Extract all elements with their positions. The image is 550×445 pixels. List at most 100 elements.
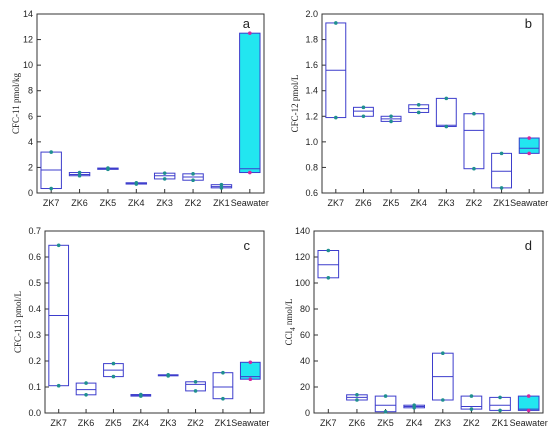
max-point-seawater bbox=[248, 360, 253, 365]
y-tick-label: 0.5 bbox=[28, 278, 41, 288]
panel-a: a 0 2 4 6 8 10 12 14 CFC-11 pmol/kg ZK7 ZK6 ZK5 ZK4 Z… bbox=[11, 9, 269, 208]
x-tick-label-zk5: ZK5 bbox=[383, 198, 400, 208]
max-point-zk4 bbox=[416, 102, 421, 107]
box-zk3 bbox=[435, 97, 457, 128]
y-tick-label: 140 bbox=[295, 226, 310, 236]
min-point-zk6 bbox=[355, 398, 359, 402]
y-tick-label: 0.8 bbox=[305, 162, 318, 172]
max-point-zk7 bbox=[334, 21, 338, 25]
x-tick-label-zk5: ZK5 bbox=[105, 418, 122, 428]
max-point-zk2 bbox=[469, 394, 474, 398]
min-point-zk5 bbox=[111, 374, 116, 379]
max-point-zk1 bbox=[221, 370, 225, 375]
y-tick-label: 1.4 bbox=[305, 86, 318, 96]
y-tick-label: 1.0 bbox=[305, 137, 318, 147]
min-point-zk3 bbox=[444, 124, 449, 129]
plot-frame bbox=[44, 230, 265, 414]
y-tick-label: 0.3 bbox=[28, 330, 41, 340]
max-point-zk3 bbox=[444, 96, 449, 101]
min-point-zk2 bbox=[472, 166, 476, 171]
y-axis-label: CFC-113 pmol/L bbox=[13, 291, 23, 353]
panel-label-c: c bbox=[244, 238, 251, 253]
y-tick-label: 0.2 bbox=[28, 356, 41, 366]
max-point-zk2 bbox=[193, 380, 198, 384]
x-tick-label-zk4: ZK4 bbox=[128, 198, 145, 208]
max-point-seawater bbox=[248, 31, 252, 35]
x-tick-label-zk7: ZK7 bbox=[50, 418, 67, 428]
panel-d: d 0 20 40 60 80 100 120 140 CCl4 nmol/L ZK7 ZK6 ZK5… bbox=[284, 226, 548, 428]
x-tick-label-zk1: ZK1 bbox=[493, 198, 510, 208]
min-point-zk2 bbox=[469, 407, 474, 411]
min-point-zk7 bbox=[326, 276, 331, 280]
y-axis-label: CCl4 nmol/L bbox=[284, 299, 297, 346]
y-tick-label: 1.8 bbox=[305, 35, 318, 45]
max-point-zk1 bbox=[498, 395, 502, 400]
y-tick-label: 8 bbox=[28, 86, 33, 96]
x-tick-label-zk5: ZK5 bbox=[100, 198, 117, 208]
plot-frame bbox=[36, 13, 265, 194]
max-point-seawater bbox=[527, 136, 531, 140]
x-tick-label-zk4: ZK4 bbox=[410, 198, 427, 208]
max-point-zk2 bbox=[472, 111, 476, 116]
x-tick-label-zk1: ZK1 bbox=[492, 418, 509, 428]
min-point-seawater bbox=[248, 377, 253, 382]
y-tick-label: 0 bbox=[305, 408, 310, 418]
min-point-zk6 bbox=[361, 114, 366, 119]
min-point-zk6 bbox=[84, 393, 88, 397]
max-point-zk5 bbox=[389, 114, 393, 119]
y-tick-label: 100 bbox=[295, 278, 310, 288]
y-tick-label: 0.7 bbox=[28, 226, 41, 236]
min-point-zk4 bbox=[416, 110, 421, 115]
max-point-zk2 bbox=[191, 172, 195, 176]
max-point-zk6 bbox=[355, 393, 359, 397]
y-tick-label: 1.2 bbox=[305, 111, 318, 121]
plot-frame bbox=[321, 13, 544, 194]
x-tick-label-zk6: ZK6 bbox=[349, 418, 366, 428]
min-point-seawater bbox=[248, 170, 252, 175]
y-tick-label: 0.6 bbox=[28, 252, 41, 262]
y-tick-label: 2.0 bbox=[305, 9, 318, 19]
y-tick-label: 6 bbox=[28, 111, 33, 121]
x-tick-label-zk3: ZK3 bbox=[156, 198, 173, 208]
x-tick-label-zk4: ZK4 bbox=[406, 418, 423, 428]
y-tick-label: 80 bbox=[300, 304, 310, 314]
min-point-zk1 bbox=[499, 186, 504, 190]
panel-b: b 0.6 0.8 1.0 1.2 1.4 1.6 1.8 2.0 CFC-12 pmol/L Z… bbox=[290, 9, 548, 208]
min-point-zk4 bbox=[412, 406, 416, 410]
x-tick-label-zk2: ZK2 bbox=[185, 198, 202, 208]
min-point-zk3 bbox=[441, 398, 445, 402]
min-point-zk2 bbox=[193, 389, 198, 393]
y-tick-label: 60 bbox=[300, 330, 310, 340]
y-tick-label: 0.0 bbox=[28, 408, 41, 418]
box-seawater bbox=[518, 137, 540, 154]
y-tick-label: 0.4 bbox=[28, 304, 41, 314]
max-point-zk7 bbox=[49, 150, 53, 154]
y-tick-label: 40 bbox=[300, 356, 310, 366]
x-tick-label-zk1: ZK1 bbox=[213, 198, 230, 208]
min-point-zk2 bbox=[191, 178, 195, 183]
max-point-zk4 bbox=[412, 403, 416, 408]
x-tick-label-zk3: ZK3 bbox=[438, 198, 455, 208]
min-point-zk5 bbox=[383, 409, 388, 414]
y-tick-label: 120 bbox=[295, 252, 310, 262]
y-tick-label: 0.6 bbox=[305, 188, 318, 198]
min-point-zk7 bbox=[49, 186, 53, 191]
box-zk7 bbox=[317, 250, 340, 279]
min-point-zk1 bbox=[221, 396, 225, 401]
min-point-seawater bbox=[527, 151, 531, 156]
x-tick-label-zk6: ZK6 bbox=[78, 418, 95, 428]
plot-frame bbox=[313, 230, 544, 414]
panel-label-d: d bbox=[525, 238, 532, 253]
min-point-zk7 bbox=[56, 383, 61, 388]
x-tick-label-zk4: ZK4 bbox=[133, 418, 150, 428]
x-tick-label-zk7: ZK7 bbox=[320, 418, 337, 428]
x-tick-label-seawater: Seawater bbox=[510, 418, 548, 428]
min-point-zk5 bbox=[389, 119, 393, 124]
x-tick-label-zk5: ZK5 bbox=[377, 418, 394, 428]
y-tick-label: 14 bbox=[23, 9, 33, 19]
box-zk2 bbox=[460, 395, 483, 410]
panel-label-b: b bbox=[525, 16, 532, 31]
max-point-seawater bbox=[526, 394, 531, 398]
max-point-zk1 bbox=[499, 151, 504, 156]
